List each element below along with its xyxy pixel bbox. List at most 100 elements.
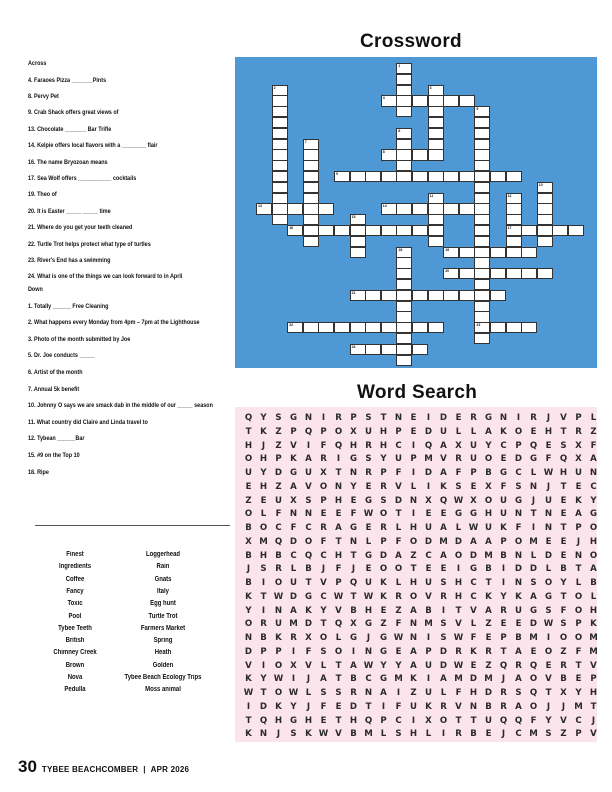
- word-search-letter[interactable]: E: [260, 495, 267, 506]
- word-search-letter[interactable]: H: [334, 550, 343, 561]
- word-search-letter[interactable]: K: [275, 701, 282, 712]
- word-search-letter[interactable]: N: [349, 536, 358, 547]
- crossword-cell[interactable]: 22: [287, 322, 304, 334]
- word-search-letter[interactable]: Y: [320, 605, 327, 616]
- word-search-letter[interactable]: I: [411, 715, 416, 726]
- word-search-letter[interactable]: W: [363, 660, 374, 671]
- word-search-letter[interactable]: T: [485, 578, 492, 588]
- word-search-letter[interactable]: R: [380, 481, 387, 492]
- word-search-letter[interactable]: P: [575, 413, 582, 423]
- word-search-letter[interactable]: B: [425, 605, 432, 616]
- word-search-letter[interactable]: D: [394, 495, 403, 506]
- crossword-cell[interactable]: [412, 149, 428, 161]
- word-search-letter[interactable]: O: [544, 578, 553, 588]
- word-search-letter[interactable]: P: [395, 426, 402, 437]
- word-search-letter[interactable]: P: [500, 633, 507, 643]
- word-search-letter[interactable]: R: [260, 619, 267, 630]
- word-search-letter[interactable]: U: [575, 468, 582, 478]
- word-search-letter[interactable]: O: [274, 688, 283, 698]
- word-search-letter[interactable]: T: [335, 536, 342, 547]
- word-search-letter[interactable]: N: [364, 646, 373, 657]
- crossword-cell[interactable]: [365, 171, 382, 183]
- word-search-letter[interactable]: J: [261, 440, 266, 451]
- word-search-letter[interactable]: D: [484, 688, 493, 698]
- word-search-letter[interactable]: N: [334, 481, 343, 492]
- word-search-letter[interactable]: J: [276, 729, 281, 740]
- word-search-letter[interactable]: I: [426, 481, 431, 492]
- word-search-letter[interactable]: L: [530, 468, 537, 478]
- word-search-letter[interactable]: C: [365, 674, 372, 685]
- crossword-cell[interactable]: [536, 192, 553, 204]
- word-search-letter[interactable]: J: [561, 701, 566, 712]
- word-search-letter[interactable]: M: [289, 619, 298, 630]
- crossword-cell[interactable]: [302, 322, 319, 334]
- word-search-letter[interactable]: W: [393, 633, 404, 643]
- word-search-letter[interactable]: A: [470, 536, 477, 547]
- crossword-cell[interactable]: [474, 160, 491, 172]
- word-search-letter[interactable]: A: [440, 550, 447, 561]
- word-search-letter[interactable]: R: [455, 646, 462, 657]
- word-search-letter[interactable]: V: [320, 578, 327, 588]
- crossword-cell[interactable]: 3: [427, 84, 444, 96]
- word-search-letter[interactable]: P: [380, 468, 387, 478]
- word-search-letter[interactable]: I: [411, 509, 416, 520]
- word-search-letter[interactable]: N: [514, 550, 523, 561]
- word-search-letter[interactable]: K: [590, 619, 597, 630]
- word-search-letter[interactable]: H: [454, 591, 463, 602]
- word-search-letter[interactable]: P: [260, 646, 267, 657]
- word-search-letter[interactable]: D: [289, 591, 298, 602]
- word-search-letter[interactable]: F: [320, 701, 327, 712]
- word-search-letter[interactable]: W: [543, 619, 554, 630]
- word-search-letter[interactable]: B: [485, 701, 492, 712]
- crossword-cell[interactable]: [490, 246, 506, 258]
- crossword-cell[interactable]: [302, 171, 319, 183]
- word-search-letter[interactable]: G: [379, 674, 388, 685]
- crossword-cell[interactable]: [302, 149, 319, 161]
- crossword-cell[interactable]: [443, 289, 460, 301]
- word-search-letter[interactable]: S: [275, 413, 282, 423]
- word-search-letter[interactable]: F: [470, 633, 477, 643]
- crossword-cell[interactable]: [474, 235, 491, 247]
- word-search-letter[interactable]: T: [470, 715, 477, 726]
- word-search-letter[interactable]: F: [395, 468, 402, 478]
- word-search-letter[interactable]: D: [529, 564, 538, 575]
- word-search-letter[interactable]: V: [245, 660, 252, 671]
- word-search-letter[interactable]: F: [305, 646, 312, 657]
- word-search-letter[interactable]: T: [335, 660, 342, 671]
- word-search-letter[interactable]: L: [470, 619, 477, 630]
- word-search-letter[interactable]: V: [290, 440, 297, 451]
- word-search-letter[interactable]: G: [529, 454, 538, 465]
- crossword-cell[interactable]: 21: [349, 289, 366, 301]
- word-search-letter[interactable]: U: [395, 454, 402, 465]
- word-search-letter[interactable]: N: [469, 701, 478, 712]
- crossword-cell[interactable]: [427, 225, 444, 237]
- crossword-cell[interactable]: [412, 343, 428, 355]
- word-search-letter[interactable]: O: [394, 564, 403, 575]
- word-search-letter[interactable]: N: [544, 523, 553, 533]
- word-search-letter[interactable]: B: [560, 564, 567, 575]
- word-search-letter[interactable]: W: [318, 729, 329, 740]
- crossword-cell[interactable]: [427, 127, 444, 139]
- word-search-letter[interactable]: Q: [514, 715, 523, 726]
- word-search-letter[interactable]: O: [274, 578, 283, 588]
- word-search-letter[interactable]: Q: [334, 619, 343, 630]
- word-search-letter[interactable]: E: [485, 729, 492, 740]
- crossword-cell[interactable]: 24: [349, 343, 366, 355]
- word-search-letter[interactable]: M: [454, 674, 463, 685]
- word-search-letter[interactable]: D: [544, 550, 553, 561]
- word-search-letter[interactable]: H: [454, 578, 463, 588]
- word-search-letter[interactable]: W: [453, 633, 464, 643]
- word-search-letter[interactable]: W: [243, 688, 254, 698]
- word-search-letter[interactable]: L: [470, 426, 477, 437]
- word-search-letter[interactable]: U: [365, 578, 372, 588]
- word-search-letter[interactable]: O: [574, 591, 583, 602]
- word-search-letter[interactable]: H: [409, 729, 418, 740]
- word-search-letter[interactable]: K: [440, 481, 447, 492]
- word-search-letter[interactable]: G: [349, 523, 358, 533]
- word-search-letter[interactable]: Q: [439, 495, 448, 506]
- word-search-letter[interactable]: P: [500, 536, 507, 547]
- word-search-letter[interactable]: V: [335, 605, 342, 616]
- word-search-letter[interactable]: S: [515, 688, 522, 698]
- word-search-letter[interactable]: U: [500, 495, 507, 506]
- word-search-letter[interactable]: N: [409, 619, 418, 630]
